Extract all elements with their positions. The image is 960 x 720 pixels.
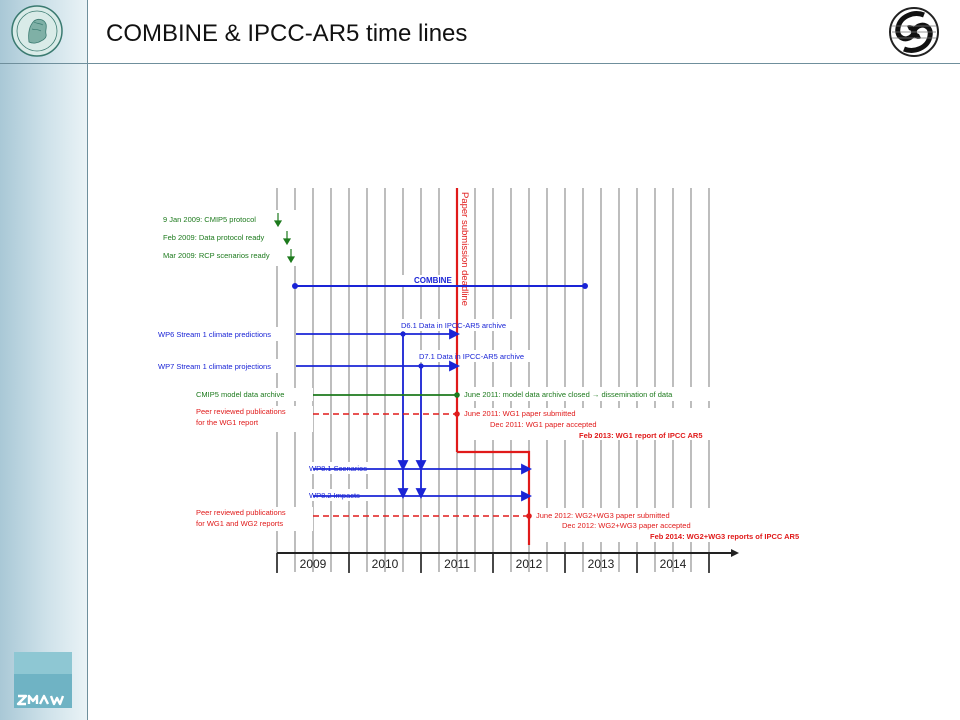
wg23-accepted-label: Dec 2012: WG2+WG3 paper accepted bbox=[562, 521, 691, 530]
cmip5-label: CMIP5 model data archive bbox=[196, 390, 284, 399]
wg1-report-label: Feb 2013: WG1 report of IPCC AR5 bbox=[579, 431, 703, 440]
year-dividers bbox=[276, 553, 710, 573]
year-labels: 2009 2010 2011 2012 2013 2014 bbox=[300, 557, 687, 571]
page-title: COMBINE & IPCC-AR5 time lines bbox=[106, 20, 468, 47]
sidebar-divider bbox=[87, 0, 88, 720]
deadline-label: Paper submission deadline bbox=[459, 192, 470, 306]
wg23-report-label: Feb 2014: WG2+WG3 reports of IPCC AR5 bbox=[650, 532, 799, 541]
year-label: 2013 bbox=[588, 557, 615, 571]
label-backgrounds bbox=[155, 210, 823, 542]
wg23-left-line2: for WG1 and WG2 reports bbox=[196, 519, 283, 528]
milestone-cmip5-protocol: 9 Jan 2009: CMIP5 protocol bbox=[163, 215, 256, 224]
combine-label: COMBINE bbox=[414, 276, 452, 285]
wg1-submitted-label: June 2011: WG1 paper submitted bbox=[464, 409, 576, 418]
header-divider bbox=[0, 63, 960, 64]
year-label: 2011 bbox=[444, 557, 470, 571]
combine-end-dot bbox=[582, 283, 588, 289]
wg23-submitted-dot bbox=[526, 513, 532, 519]
sidebar-gradient bbox=[0, 0, 87, 720]
wp81-label: WP8.1 Scenarios bbox=[309, 464, 367, 473]
year-label: 2009 bbox=[300, 557, 327, 571]
year-label: 2010 bbox=[372, 557, 399, 571]
wg1-accepted-label: Dec 2011: WG1 paper accepted bbox=[490, 420, 597, 429]
milestone-data-protocol: Feb 2009: Data protocol ready bbox=[163, 233, 265, 242]
d71-dot bbox=[418, 363, 424, 369]
wg23-left-line1: Peer reviewed publications bbox=[196, 508, 286, 517]
milestone-rcp-scenarios: Mar 2009: RCP scenarios ready bbox=[163, 251, 270, 260]
wg23-submitted-label: June 2012: WG2+WG3 paper submitted bbox=[536, 511, 670, 520]
d61-dot bbox=[400, 331, 406, 337]
max-planck-seal-logo bbox=[11, 5, 63, 57]
cmip5-end-dot bbox=[454, 392, 460, 398]
milestone-arrow-icons bbox=[273, 213, 296, 264]
combine-start-dot bbox=[292, 283, 298, 289]
year-label: 2014 bbox=[660, 557, 687, 571]
institute-logo bbox=[889, 7, 939, 57]
year-label: 2012 bbox=[516, 557, 543, 571]
time-axis-arrow-icon bbox=[731, 549, 739, 557]
d61-label: D6.1 Data in IPCC-AR5 archive bbox=[401, 321, 506, 330]
zmaw-logo bbox=[14, 652, 72, 708]
wp6-label: WP6 Stream 1 climate predictions bbox=[158, 330, 271, 339]
d71-label: D7.1 Data in IPCC-AR5 archive bbox=[419, 352, 524, 361]
wg1-left-line1: Peer reviewed publications bbox=[196, 407, 286, 416]
cmip5-closed-label: June 2011: model data archive closed → d… bbox=[464, 390, 673, 399]
wg1-submitted-dot bbox=[454, 411, 460, 417]
wp82-label: WP8.2 Impacts bbox=[309, 491, 360, 500]
wp7-label: WP7 Stream 1 climate projections bbox=[158, 362, 271, 371]
wg1-left-line2: for the WG1 report bbox=[196, 418, 259, 427]
stream-arrows bbox=[296, 328, 533, 502]
